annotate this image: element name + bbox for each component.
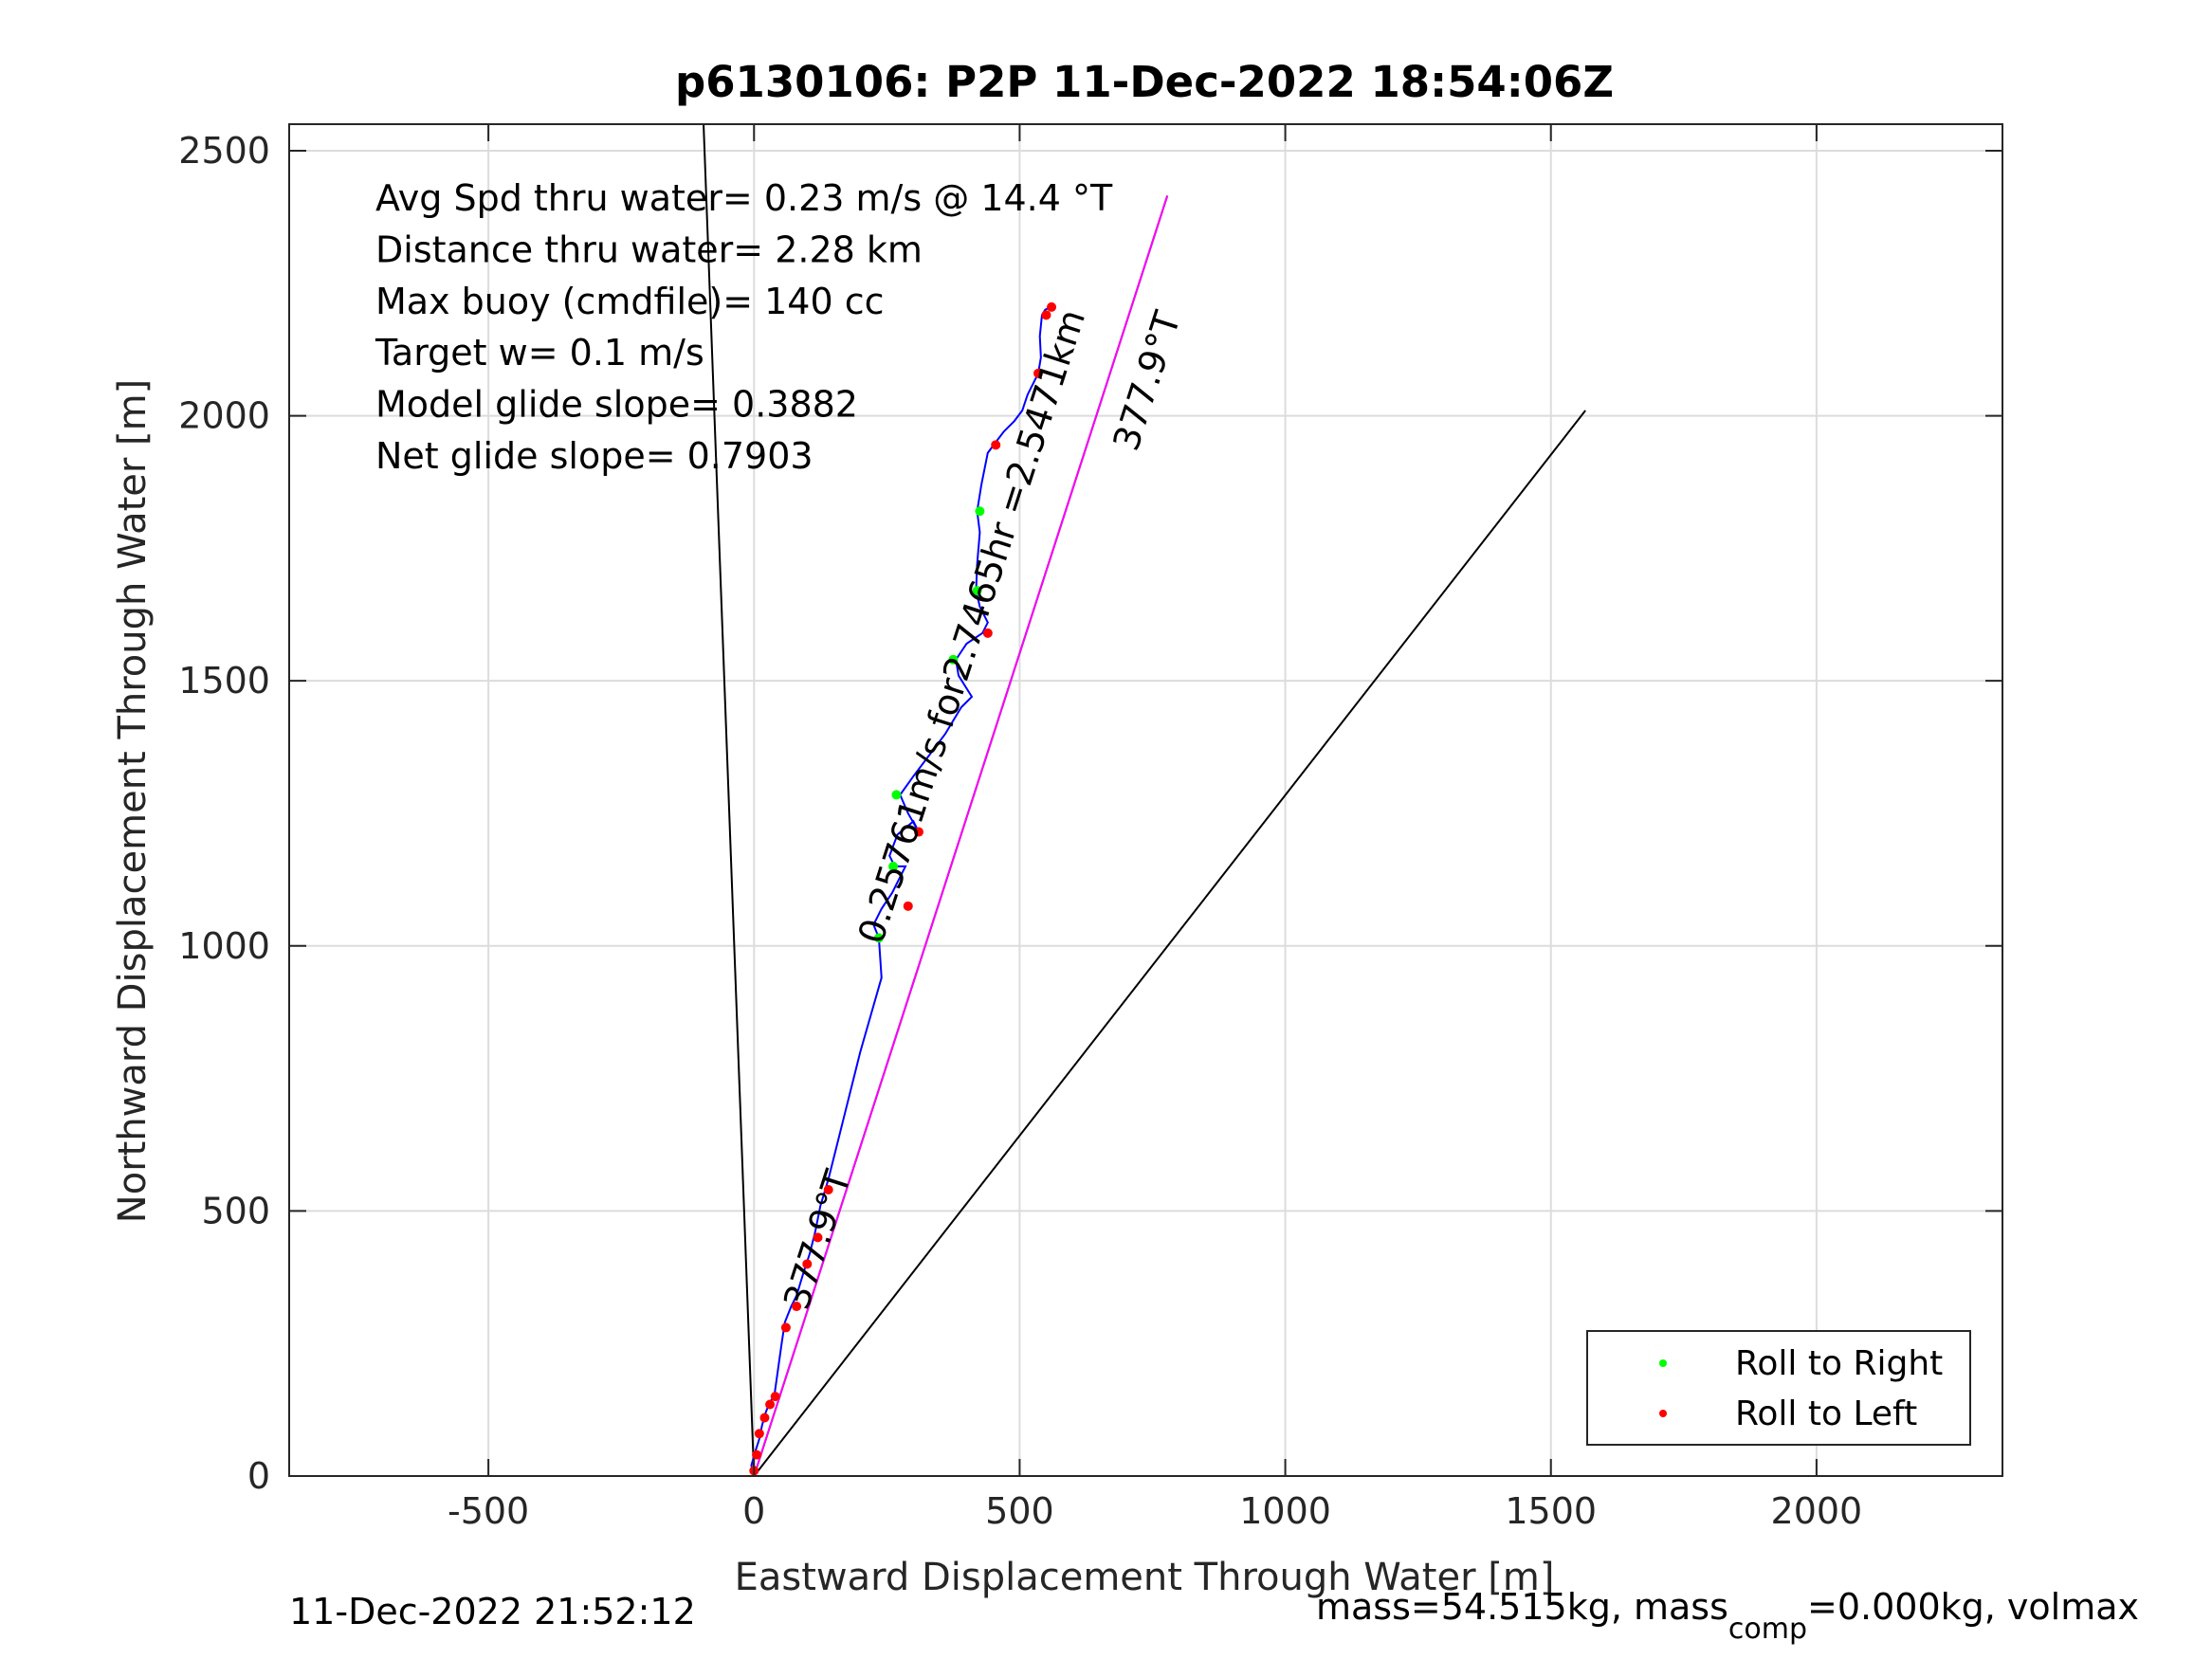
- roll-to-right-marker: [948, 654, 959, 665]
- legend-label-roll-right: Roll to Right: [1735, 1344, 1943, 1383]
- y-tick-label: 500: [201, 1190, 270, 1231]
- roll-to-left-marker: [770, 1392, 780, 1402]
- annotation-line: Target w= 0.1 m/s: [375, 332, 704, 374]
- direction-label-0: 377.9°T: [776, 1164, 859, 1314]
- roll-to-left-marker: [752, 1449, 762, 1460]
- plot-area: [288, 123, 2003, 1477]
- roll-to-right-marker: [888, 861, 899, 871]
- y-axis-label: Northward Displacement Through Water [m]: [111, 379, 155, 1223]
- x-tick-label: 1000: [1239, 1490, 1331, 1532]
- roll-to-left-marker: [754, 1429, 764, 1439]
- roll-to-left-marker: [1047, 301, 1057, 312]
- roll-to-left-marker: [813, 1232, 823, 1243]
- roll-to-left-marker: [792, 1302, 802, 1312]
- footer-mass-info: mass=54.515kg, masscomp=0.000kg, volmax: [1316, 1586, 2139, 1646]
- annotation-line: Model glide slope= 0.3882: [375, 384, 858, 426]
- footer-mass-suffix: =0.000kg, volmax: [1807, 1586, 2139, 1628]
- y-ticks: 0 500 1000 1500 2000 2500: [178, 130, 2002, 1497]
- roll-to-left-marker: [982, 628, 993, 638]
- direction-label-2: 0.25761m/s for2.7465hr =2.5471km: [850, 304, 1093, 948]
- roll-to-left-marker: [1033, 368, 1044, 378]
- legend: Roll to Right Roll to Left: [1586, 1330, 1971, 1446]
- roll-to-left-marker: [802, 1259, 813, 1269]
- roll-markers: [749, 301, 1057, 1476]
- roll-to-left-marker: [780, 1322, 791, 1333]
- roll-to-left-marker: [1041, 310, 1051, 320]
- legend-label-roll-left: Roll to Left: [1735, 1395, 1917, 1433]
- footer-mass-sub: comp: [1728, 1613, 1807, 1646]
- y-tick-label: 1500: [178, 660, 270, 702]
- x-tick-label: 500: [985, 1490, 1054, 1532]
- x-axis-label: Eastward Displacement Through Water [m]: [735, 1556, 1555, 1599]
- roll-to-left-marker: [991, 440, 1001, 450]
- roll-to-left-marker: [903, 901, 913, 911]
- annotation-line: Distance thru water= 2.28 km: [375, 228, 923, 270]
- y-tick-label: 1000: [178, 925, 270, 967]
- direction-label-1: 377.9°T: [1105, 306, 1188, 456]
- roll-to-right-marker: [972, 586, 982, 596]
- reference-line-0: [703, 123, 756, 1477]
- reference-lines: [703, 123, 1586, 1477]
- chart-title: p6130106: P2P 11-Dec-2022 18:54:06Z: [675, 57, 1614, 107]
- x-ticks: -500 0 500 1000 1500 2000: [448, 124, 1862, 1532]
- legend-marker-roll-right: [1659, 1359, 1667, 1367]
- x-tick-label: 1500: [1505, 1490, 1597, 1532]
- x-tick-label: 0: [742, 1490, 765, 1532]
- legend-box: [1586, 1330, 1971, 1446]
- reference-line-3: [753, 195, 1169, 1477]
- roll-to-left-marker: [913, 827, 923, 837]
- annotation-line: Net glide slope= 0.7903: [375, 435, 814, 477]
- annotation-line: Max buoy (cmdfile)= 140 cc: [375, 281, 885, 322]
- roll-to-left-marker: [759, 1413, 770, 1423]
- footer-timestamp: 11-Dec-2022 21:52:12: [289, 1591, 696, 1632]
- reference-line-2: [753, 410, 1586, 1477]
- footer-mass-prefix: mass=54.515kg, mass: [1316, 1586, 1728, 1628]
- roll-to-right-marker: [891, 790, 902, 800]
- roll-to-left-marker: [765, 1399, 776, 1410]
- roll-to-right-marker: [873, 933, 884, 943]
- roll-to-right-marker: [975, 506, 985, 517]
- annotation-line: Avg Spd thru water= 0.23 m/s @ 14.4 °T: [375, 177, 1113, 219]
- annotations: Avg Spd thru water= 0.23 m/s @ 14.4 °T Di…: [375, 177, 1113, 477]
- x-tick-label: 2000: [1771, 1490, 1863, 1532]
- y-tick-label: 2000: [178, 395, 270, 437]
- y-tick-label: 0: [247, 1455, 270, 1497]
- roll-to-left-marker: [823, 1185, 833, 1195]
- legend-marker-roll-left: [1659, 1410, 1667, 1417]
- y-tick-label: 2500: [178, 130, 270, 172]
- x-tick-label: -500: [448, 1490, 529, 1532]
